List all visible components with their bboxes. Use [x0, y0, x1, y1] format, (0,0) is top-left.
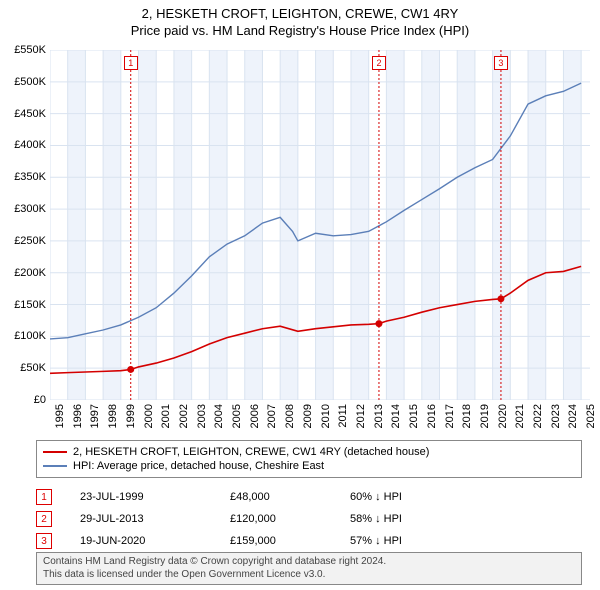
- marker-number-box: 1: [36, 489, 52, 505]
- legend-label: HPI: Average price, detached house, Ches…: [73, 460, 324, 472]
- y-tick-label: £0: [34, 394, 46, 406]
- x-tick-label: 2002: [178, 404, 190, 428]
- x-tick-label: 2003: [196, 404, 208, 428]
- y-tick-label: £550K: [14, 44, 46, 56]
- marker-row: 3 19-JUN-2020£159,00057% ↓ HPI: [36, 530, 582, 552]
- marker-row: 1 23-JUL-1999£48,00060% ↓ HPI: [36, 486, 582, 508]
- chart-marker-1: 1: [124, 56, 138, 70]
- marker-delta: 58% ↓ HPI: [350, 513, 582, 525]
- title-block: 2, HESKETH CROFT, LEIGHTON, CREWE, CW1 4…: [0, 0, 600, 42]
- footer-line1: Contains HM Land Registry data © Crown c…: [43, 556, 575, 569]
- marker-delta: 57% ↓ HPI: [350, 535, 582, 547]
- x-tick-label: 2001: [160, 404, 172, 428]
- x-tick-label: 1997: [89, 404, 101, 428]
- legend-swatch: [43, 465, 67, 467]
- x-tick-label: 2017: [444, 404, 456, 428]
- x-tick-label: 2004: [213, 404, 225, 428]
- chart-marker-3: 3: [494, 56, 508, 70]
- figure-root: 2, HESKETH CROFT, LEIGHTON, CREWE, CW1 4…: [0, 0, 600, 590]
- x-tick-label: 2006: [249, 404, 261, 428]
- x-tick-label: 2012: [355, 404, 367, 428]
- x-tick-label: 2019: [479, 404, 491, 428]
- marker-price: £48,000: [230, 491, 350, 503]
- x-tick-label: 2014: [390, 404, 402, 428]
- marker-date: 19-JUN-2020: [80, 535, 230, 547]
- legend: 2, HESKETH CROFT, LEIGHTON, CREWE, CW1 4…: [36, 440, 582, 478]
- legend-item: HPI: Average price, detached house, Ches…: [43, 459, 575, 473]
- x-tick-label: 2010: [320, 404, 332, 428]
- y-tick-label: £100K: [14, 330, 46, 342]
- x-tick-label: 2005: [231, 404, 243, 428]
- x-tick-label: 2008: [284, 404, 296, 428]
- x-tick-label: 1998: [107, 404, 119, 428]
- chart-svg: [50, 50, 590, 400]
- x-tick-label: 2024: [567, 404, 579, 428]
- marker-delta: 60% ↓ HPI: [350, 491, 582, 503]
- legend-item: 2, HESKETH CROFT, LEIGHTON, CREWE, CW1 4…: [43, 445, 575, 459]
- x-tick-label: 1999: [125, 404, 137, 428]
- title-line1: 2, HESKETH CROFT, LEIGHTON, CREWE, CW1 4…: [0, 6, 600, 21]
- y-tick-label: £300K: [14, 203, 46, 215]
- y-tick-label: £150K: [14, 299, 46, 311]
- x-tick-label: 2009: [302, 404, 314, 428]
- x-tick-label: 1995: [54, 404, 66, 428]
- x-tick-label: 2000: [143, 404, 155, 428]
- marker-row: 2 29-JUL-2013£120,00058% ↓ HPI: [36, 508, 582, 530]
- marker-date: 29-JUL-2013: [80, 513, 230, 525]
- y-tick-label: £400K: [14, 139, 46, 151]
- x-tick-label: 2020: [497, 404, 509, 428]
- chart-marker-2: 2: [372, 56, 386, 70]
- x-tick-label: 2023: [550, 404, 562, 428]
- y-tick-label: £200K: [14, 267, 46, 279]
- y-tick-label: £250K: [14, 235, 46, 247]
- marker-price: £159,000: [230, 535, 350, 547]
- legend-label: 2, HESKETH CROFT, LEIGHTON, CREWE, CW1 4…: [73, 446, 429, 458]
- footer-attribution: Contains HM Land Registry data © Crown c…: [36, 552, 582, 585]
- legend-swatch: [43, 451, 67, 453]
- x-tick-label: 2016: [426, 404, 438, 428]
- x-tick-label: 2013: [373, 404, 385, 428]
- markers-table: 1 23-JUL-1999£48,00060% ↓ HPI 2 29-JUL-2013…: [36, 486, 582, 552]
- footer-line2: This data is licensed under the Open Gov…: [43, 569, 575, 582]
- x-tick-label: 2011: [337, 404, 349, 428]
- marker-price: £120,000: [230, 513, 350, 525]
- y-tick-label: £500K: [14, 76, 46, 88]
- marker-number-box: 2: [36, 511, 52, 527]
- y-tick-label: £350K: [14, 171, 46, 183]
- y-tick-label: £450K: [14, 108, 46, 120]
- x-tick-label: 2021: [514, 404, 526, 428]
- x-tick-label: 2015: [408, 404, 420, 428]
- marker-number-box: 3: [36, 533, 52, 549]
- marker-date: 23-JUL-1999: [80, 491, 230, 503]
- x-tick-label: 2007: [266, 404, 278, 428]
- x-tick-label: 2022: [532, 404, 544, 428]
- chart-area: £0£50K£100K£150K£200K£250K£300K£350K£400…: [50, 50, 590, 400]
- y-tick-label: £50K: [20, 362, 46, 374]
- x-tick-label: 1996: [72, 404, 84, 428]
- title-line2: Price paid vs. HM Land Registry's House …: [0, 23, 600, 38]
- x-tick-label: 2025: [585, 404, 597, 428]
- x-tick-label: 2018: [461, 404, 473, 428]
